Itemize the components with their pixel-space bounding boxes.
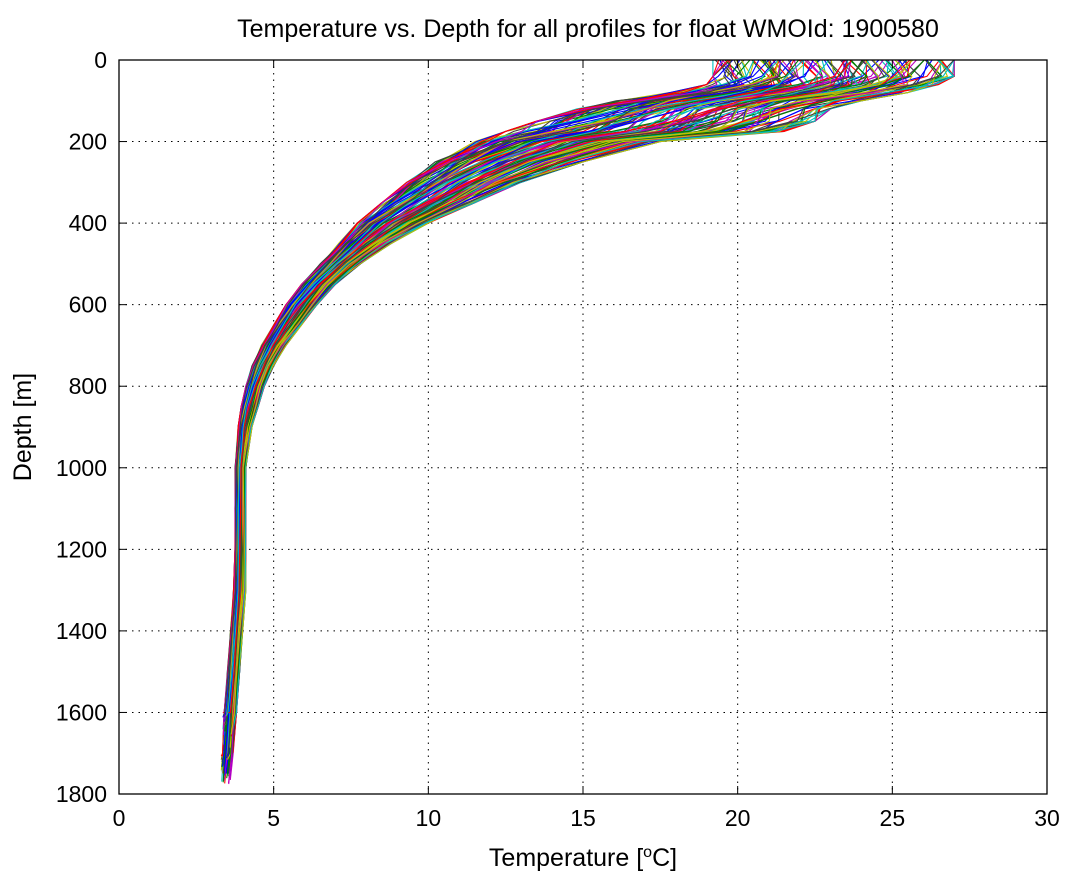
profile-line — [222, 60, 724, 736]
y-axis-label: Depth [m] — [9, 373, 37, 481]
profile-lines — [220, 60, 956, 785]
y-tick-label: 1800 — [56, 781, 107, 807]
y-tick-label: 1400 — [56, 618, 107, 644]
profile-line — [228, 60, 925, 777]
profile-line — [225, 60, 804, 716]
profile-line — [223, 60, 732, 717]
y-tick-label: 400 — [69, 210, 107, 236]
x-axis-label-superscript: o — [643, 844, 652, 861]
y-tick-label: 800 — [69, 373, 107, 399]
x-axis-label: Temperature [oC] — [489, 844, 677, 872]
x-tick-label: 25 — [880, 805, 906, 831]
grid-lines — [119, 60, 1047, 794]
x-axis-label-unit: C] — [652, 844, 677, 872]
chart-title: Temperature vs. Depth for all profiles f… — [237, 15, 939, 43]
x-tick-label: 15 — [570, 805, 596, 831]
x-tick-label: 20 — [725, 805, 751, 831]
x-tick-label: 30 — [1034, 805, 1060, 831]
axis-ticks: 0 5 10 15 20 25 30 0 200 400 600 800 1000 1200 1400 160… — [56, 47, 1060, 831]
profile-line — [232, 60, 955, 730]
x-tick-label: 10 — [416, 805, 442, 831]
y-tick-label: 600 — [69, 292, 107, 318]
x-tick-label: 0 — [113, 805, 126, 831]
y-tick-label: 1000 — [56, 455, 107, 481]
y-tick-label: 200 — [69, 129, 107, 155]
x-axis-label-main: Temperature [ — [489, 844, 643, 872]
x-tick-label: 5 — [267, 805, 280, 831]
y-tick-label: 1600 — [56, 699, 107, 725]
y-tick-label: 1200 — [56, 536, 107, 562]
profile-line — [225, 60, 863, 759]
y-tick-label: 0 — [94, 47, 107, 73]
profile-line — [227, 60, 846, 714]
profile-line — [230, 60, 913, 735]
